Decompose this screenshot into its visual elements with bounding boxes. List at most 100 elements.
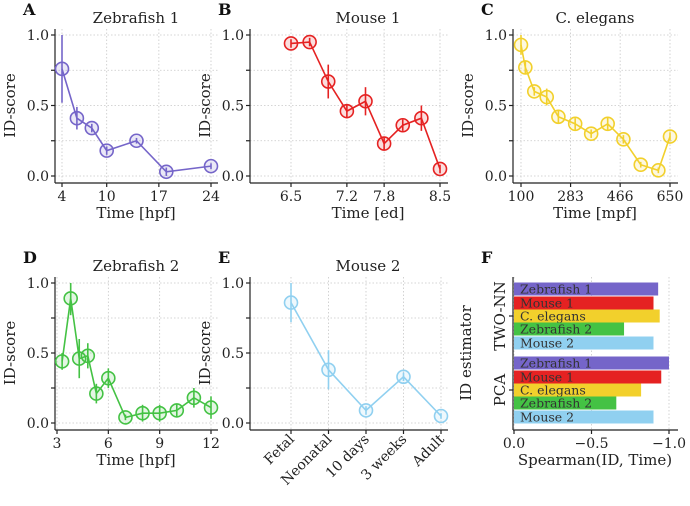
bar-label: Zebrafish 2	[520, 396, 592, 411]
data-point	[433, 408, 449, 424]
data-point	[203, 158, 219, 174]
y-tick-label: 1.0	[222, 276, 244, 292]
data-point	[395, 117, 411, 133]
panel-title: Zebrafish 2	[93, 257, 180, 275]
bar	[514, 336, 654, 350]
data-point	[414, 110, 429, 126]
panel-a: A Zebrafish 1 0.0 0.5 1.0 4 10 17 24 Time [hpf] ID…	[1, 0, 220, 222]
data-point	[54, 354, 70, 369]
data-point	[513, 37, 529, 53]
y-tick-label: 0.5	[27, 346, 49, 362]
panel-c: C C. elegans 0.0 0.5 1.0 100 283 466 650 Time [mp…	[459, 0, 683, 222]
bar	[514, 370, 662, 384]
x-tick-label: 7.8	[373, 189, 395, 205]
data-point	[633, 157, 649, 173]
data-point	[651, 163, 666, 178]
x-tick-label: 7.2	[336, 189, 358, 205]
bar-label: Zebrafish 2	[520, 322, 592, 337]
data-point	[662, 129, 678, 144]
data-point	[358, 403, 374, 418]
data-point	[203, 400, 219, 415]
panel-letter: A	[22, 0, 36, 19]
data-point	[600, 116, 615, 132]
panel-letter: C	[481, 0, 494, 19]
y-tick-label: 0.5	[222, 346, 244, 362]
data-point	[518, 60, 533, 75]
series-line	[61, 68, 212, 173]
y-axis-label: ID estimator	[457, 304, 475, 400]
panel-letter: F	[481, 248, 493, 267]
data-point	[89, 386, 104, 401]
x-tick-label: 10	[98, 189, 116, 205]
y-axis-label: ID-score	[459, 73, 477, 138]
x-axis-label: Spearman(ID, Time)	[518, 451, 672, 469]
x-tick-label: 466	[607, 189, 634, 205]
y-axis-label: ID-score	[1, 321, 19, 386]
data-point	[376, 136, 392, 151]
panel-letter: E	[218, 248, 230, 267]
x-axis-label: Time [ed]	[332, 204, 405, 222]
x-tick-label: 283	[557, 189, 584, 205]
bar-label: Zebrafish 1	[520, 356, 592, 371]
data-point	[321, 362, 336, 378]
bar-label: C. elegans	[520, 309, 586, 324]
series-line	[520, 44, 671, 172]
data-point	[118, 410, 133, 425]
y-axis-label: ID-score	[196, 73, 214, 138]
data-point	[302, 34, 317, 50]
data-point	[616, 132, 631, 147]
panel-letter: D	[23, 248, 37, 267]
x-tick-label: 17	[150, 189, 168, 205]
data-point	[152, 405, 167, 421]
x-tick-label: 9	[155, 436, 164, 452]
bar-label: Mouse 1	[520, 296, 574, 311]
data-point	[432, 161, 448, 177]
y-axis-label: ID-score	[1, 73, 19, 138]
data-point	[129, 133, 144, 149]
data-point	[539, 89, 555, 105]
data-point	[283, 36, 299, 51]
data-point	[339, 103, 355, 119]
x-tick-label: 650	[657, 189, 684, 205]
bar	[514, 282, 659, 296]
y-tick-label: 0.5	[222, 99, 244, 115]
series-line	[61, 298, 212, 419]
x-tick-label: −1.0	[652, 436, 686, 452]
panel-letter: B	[218, 0, 232, 19]
data-point	[358, 93, 373, 109]
data-point	[101, 370, 116, 386]
data-point	[551, 109, 566, 125]
panel-b: B Mouse 1 0.0 0.5 1.0 6.5 7.2 7.8 8.5 Time [ed] ID…	[196, 0, 451, 222]
bar	[514, 309, 660, 323]
bar	[514, 396, 617, 410]
y-tick-label: 1.0	[27, 276, 49, 292]
y-tick-label: TWO-NN	[491, 281, 509, 351]
data-point	[54, 61, 70, 77]
bar	[514, 383, 642, 397]
y-tick-label: 1.0	[27, 28, 49, 44]
bar-label: Zebrafish 1	[520, 282, 592, 297]
y-tick-label: 0.0	[485, 169, 507, 185]
x-tick-label: 12	[202, 436, 220, 452]
x-tick-label: 4	[58, 189, 67, 205]
bar-label: C. elegans	[520, 383, 586, 398]
bar	[514, 322, 625, 336]
y-tick-label: 1.0	[222, 28, 244, 44]
panel-title: Zebrafish 1	[93, 9, 180, 27]
data-point	[69, 110, 85, 126]
data-point	[135, 405, 150, 421]
data-point	[169, 403, 185, 418]
data-point	[583, 126, 599, 141]
bar	[514, 296, 654, 310]
panel-title: C. elegans	[556, 9, 635, 27]
data-point	[159, 164, 174, 180]
y-tick-label: 0.0	[27, 416, 49, 432]
data-point	[396, 369, 411, 385]
data-point	[186, 390, 202, 406]
panel-title: Mouse 2	[336, 257, 401, 275]
x-tick-label: 8.5	[429, 189, 451, 205]
data-point	[526, 84, 542, 99]
data-point	[567, 116, 583, 132]
x-tick-label: Adult	[409, 431, 448, 470]
